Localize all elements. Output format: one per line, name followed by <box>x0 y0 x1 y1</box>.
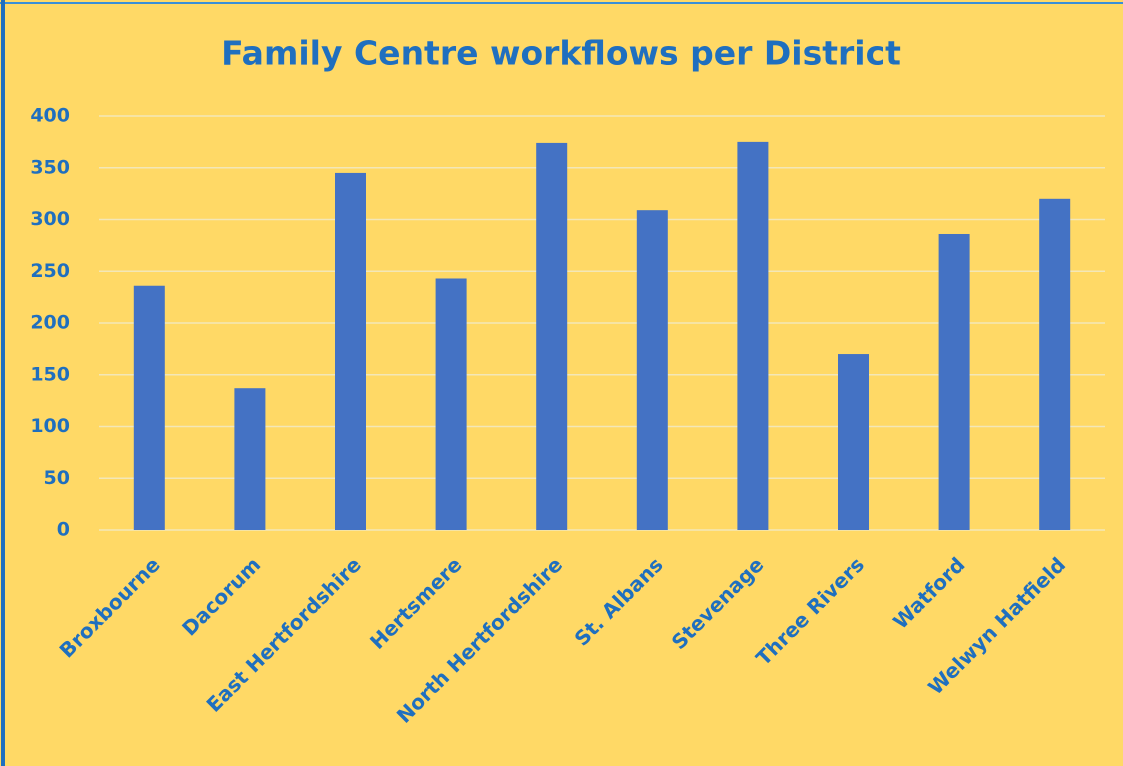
bar <box>234 388 266 530</box>
y-tick-label: 250 <box>30 260 70 282</box>
y-tick-label: 50 <box>44 467 70 489</box>
y-tick-label: 350 <box>30 156 70 178</box>
y-tick-label: 200 <box>30 312 70 334</box>
bar <box>737 141 769 530</box>
bar <box>1039 198 1071 531</box>
bar <box>636 210 668 530</box>
bar <box>838 354 869 530</box>
bar <box>335 172 366 531</box>
bar <box>435 278 467 530</box>
y-tick-label: 0 <box>57 519 70 541</box>
bar <box>938 233 970 531</box>
y-tick-label: 100 <box>30 415 70 437</box>
y-tick-label: 400 <box>30 105 70 127</box>
y-tick-label: 300 <box>30 208 70 230</box>
bar <box>133 285 165 530</box>
bar <box>536 142 568 530</box>
y-tick-label: 150 <box>30 363 70 385</box>
chart-title: Family Centre workflows per District <box>221 34 901 73</box>
